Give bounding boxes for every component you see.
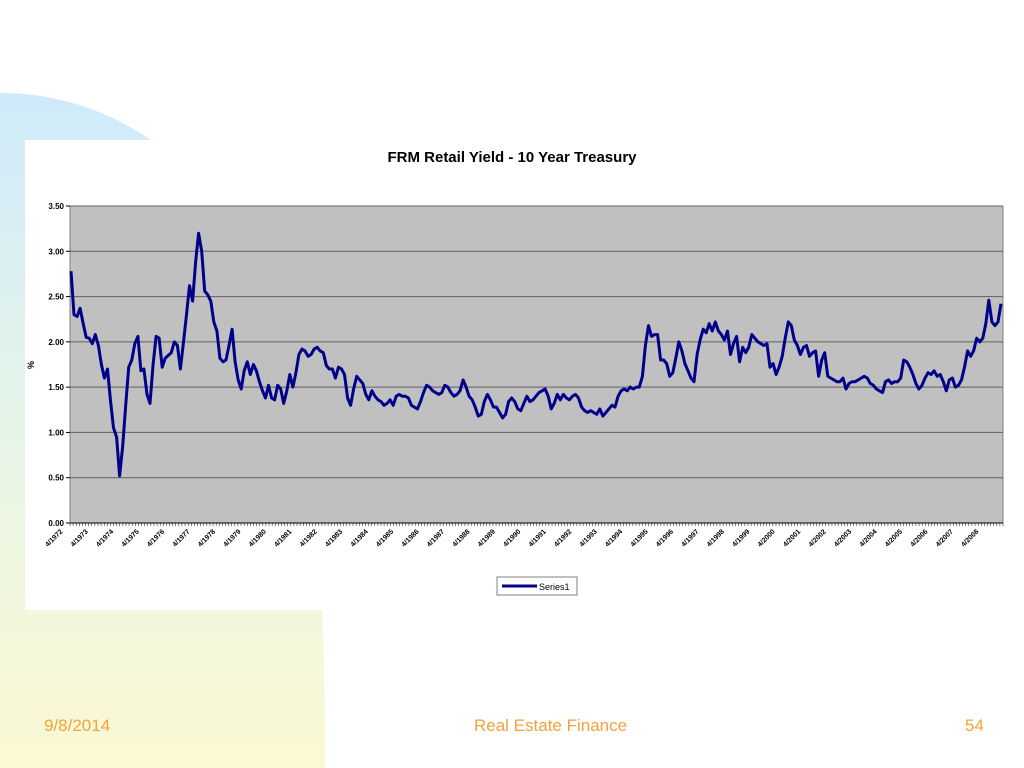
y-tick-label: 0.00: [48, 519, 64, 528]
x-axis: [69, 522, 1004, 526]
y-axis-ticks: 0.00 0.50 1.00 1.50 2.00 2.50 3.00 3.50: [48, 202, 70, 528]
y-tick-label: 1.50: [48, 383, 64, 392]
y-tick-label: 2.50: [48, 293, 64, 302]
y-tick-label: 3.00: [48, 247, 64, 256]
y-tick-label: 3.50: [48, 202, 64, 211]
legend-label: Series1: [539, 582, 570, 592]
y-tick-label: 2.00: [48, 338, 64, 347]
footer-title: Real Estate Finance: [474, 716, 628, 735]
y-tick-label: 1.00: [48, 428, 64, 437]
legend: Series1: [496, 576, 578, 596]
series-line: [69, 231, 1003, 478]
y-axis-label: %: [26, 361, 36, 369]
chart-title: FRM Retail Yield - 10 Year Treasury: [387, 149, 637, 166]
footer-date: 9/8/2014: [44, 716, 111, 735]
gridlines: [70, 205, 1003, 479]
y-tick-label: 0.50: [48, 474, 64, 483]
footer-page-number: 54: [965, 716, 984, 735]
plot-area: [69, 205, 1004, 524]
